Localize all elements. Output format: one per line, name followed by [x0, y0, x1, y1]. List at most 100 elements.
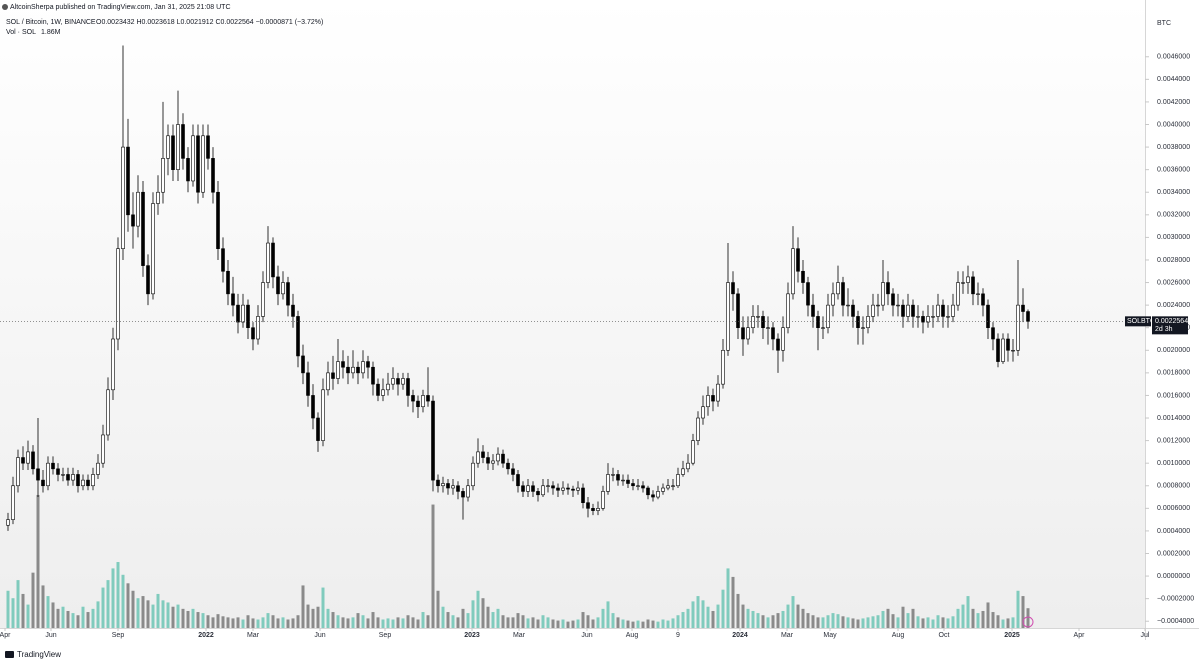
- volume-bar: [411, 617, 415, 628]
- volume-bar: [456, 617, 460, 628]
- candle-body: [966, 276, 970, 283]
- candle-body: [841, 282, 845, 306]
- y-tick-label: 0.0018000: [1157, 370, 1190, 377]
- candle-body: [881, 282, 885, 306]
- candle-body: [731, 282, 735, 295]
- candle-body: [531, 485, 535, 492]
- candle-body: [461, 491, 465, 498]
- volume-bar: [31, 572, 35, 628]
- volume-bar: [916, 616, 920, 628]
- candle-body: [136, 191, 140, 227]
- x-tick-label: 9: [676, 632, 680, 639]
- volume-bar: [176, 604, 180, 628]
- candle-body: [526, 485, 530, 492]
- volume-bar: [1026, 608, 1030, 628]
- candle-body: [186, 158, 190, 182]
- candle-body: [346, 366, 350, 374]
- candle-body: [941, 304, 945, 317]
- volume-bar: [466, 613, 470, 628]
- volume-bar: [326, 608, 330, 628]
- candle-body: [776, 338, 780, 351]
- volume-bar: [511, 617, 515, 628]
- candle-body: [46, 462, 50, 487]
- candle-body: [371, 366, 375, 385]
- candle-body: [166, 135, 170, 159]
- volume-bar: [231, 618, 235, 628]
- candle-body: [106, 389, 110, 436]
- volume-bar: [71, 613, 75, 628]
- volume-bar: [656, 621, 660, 628]
- volume-bar: [826, 615, 830, 628]
- volume-bar: [491, 612, 495, 628]
- candle-body: [391, 378, 395, 385]
- volume-bar: [516, 613, 520, 628]
- candle-body: [766, 327, 770, 329]
- volume-bar: [591, 619, 595, 628]
- candle-body: [276, 276, 280, 295]
- volume-bar: [706, 606, 710, 628]
- candle-body: [901, 304, 905, 317]
- volume-bar: [221, 616, 225, 628]
- candle-body: [311, 395, 315, 419]
- volume-bar: [851, 618, 855, 628]
- candle-body: [656, 491, 660, 498]
- volume-bar: [56, 608, 60, 628]
- candle-body: [96, 462, 100, 475]
- y-tick-label: 0.0046000: [1157, 54, 1190, 61]
- brand: TradingView: [5, 650, 61, 659]
- volume-bar: [521, 615, 525, 628]
- candle-body: [361, 361, 365, 374]
- volume-bar: [901, 606, 905, 628]
- x-tick-label: 2025: [1004, 632, 1020, 639]
- candle-body: [41, 479, 45, 487]
- volume-bar: [601, 608, 605, 628]
- volume-bar: [536, 619, 540, 628]
- volume-bar: [406, 615, 410, 628]
- candle-body: [936, 304, 940, 317]
- candle-body: [261, 282, 265, 317]
- volume-bar: [166, 602, 170, 628]
- candle-body: [81, 479, 85, 487]
- y-tick-label: −0.0002000: [1157, 595, 1194, 602]
- candle-body: [931, 316, 935, 318]
- candle-body: [576, 487, 580, 491]
- candle-body: [581, 487, 585, 503]
- events-icon[interactable]: [1022, 616, 1034, 628]
- candle-body: [801, 270, 805, 283]
- volume-bar: [216, 614, 220, 628]
- candle-body: [676, 474, 680, 487]
- candle-body: [516, 474, 520, 487]
- candle-body: [641, 485, 645, 489]
- candle-body: [746, 327, 750, 340]
- volume-bar: [646, 619, 650, 628]
- candle-body: [721, 349, 725, 385]
- volume-bar: [41, 585, 45, 628]
- candle-body: [101, 434, 105, 464]
- volume-bar: [661, 619, 665, 628]
- volume-bar: [676, 615, 680, 628]
- candle-body: [411, 395, 415, 402]
- volume-bar: [726, 568, 730, 628]
- candle-body: [626, 479, 630, 484]
- candle-body: [926, 316, 930, 323]
- candle-body: [981, 293, 985, 306]
- volume-bar: [236, 617, 240, 628]
- volume-bar: [966, 596, 970, 628]
- volume-bar: [461, 608, 465, 628]
- volume-bar: [811, 615, 815, 628]
- candle-body: [621, 479, 625, 482]
- volume-bar: [956, 608, 960, 628]
- y-tick-label: 0.0038000: [1157, 144, 1190, 151]
- candle-body: [796, 248, 800, 272]
- candle-body: [646, 487, 650, 496]
- candle-body: [911, 304, 915, 317]
- volume-bar: [746, 608, 750, 628]
- volume-bar: [501, 615, 505, 628]
- volume-bar: [691, 601, 695, 628]
- volume-bar: [91, 608, 95, 628]
- volume-bar: [981, 610, 985, 628]
- volume-bar: [261, 617, 265, 628]
- candle-body: [596, 508, 600, 511]
- volume-bar: [721, 589, 725, 628]
- volume-bar: [766, 617, 770, 628]
